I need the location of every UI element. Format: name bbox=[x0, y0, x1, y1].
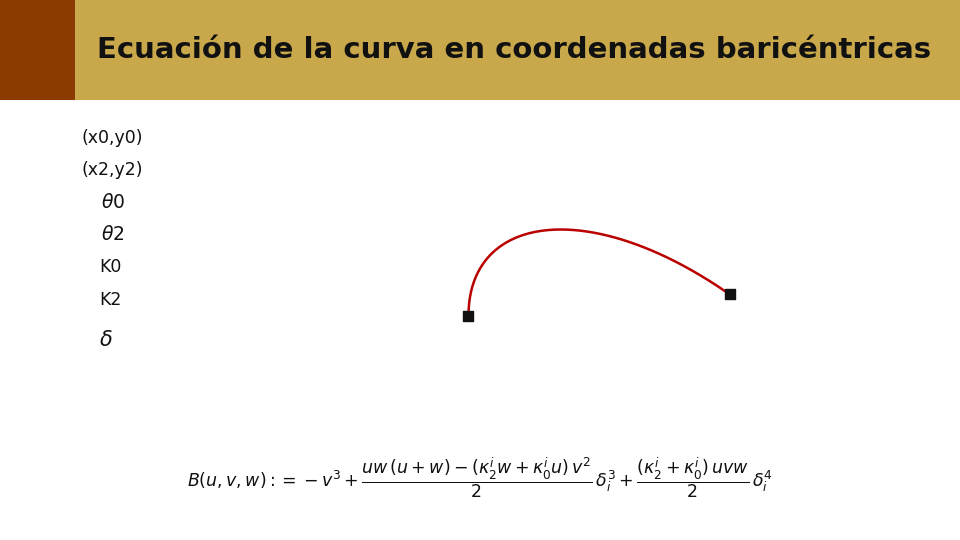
Point bbox=[461, 312, 476, 320]
Text: (x0,y0): (x0,y0) bbox=[82, 129, 143, 147]
Text: $\delta$: $\delta$ bbox=[99, 330, 112, 350]
Text: $\theta$0: $\theta$0 bbox=[101, 193, 125, 212]
Text: K0: K0 bbox=[99, 258, 121, 276]
FancyBboxPatch shape bbox=[0, 0, 75, 100]
Text: $B(u, v, w) := -v^3 + \dfrac{uw\,(u+w) - (\kappa_2^i w + \kappa_0^i u)\,v^2}{2}\: $B(u, v, w) := -v^3 + \dfrac{uw\,(u+w) -… bbox=[187, 456, 773, 500]
Point bbox=[722, 290, 737, 299]
Text: Ecuación de la curva en coordenadas baricéntricas: Ecuación de la curva en coordenadas bari… bbox=[97, 36, 930, 64]
Text: (x2,y2): (x2,y2) bbox=[82, 161, 143, 179]
FancyBboxPatch shape bbox=[0, 0, 960, 100]
Text: $\theta$2: $\theta$2 bbox=[101, 225, 124, 245]
Text: K2: K2 bbox=[99, 291, 121, 309]
